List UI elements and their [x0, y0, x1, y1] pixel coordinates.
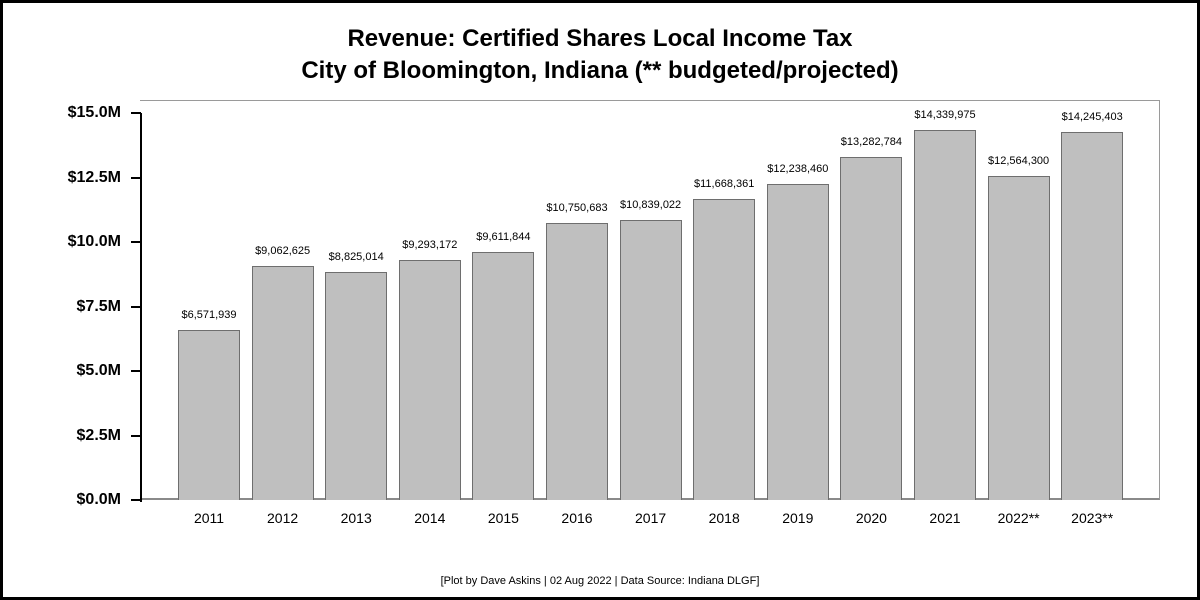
x-tick-label: 2022**: [997, 510, 1040, 526]
title-line-2: City of Bloomington, Indiana (** budgete…: [301, 57, 899, 84]
x-tick-label: 2014: [414, 510, 446, 526]
x-tick-label: 2018: [708, 510, 740, 526]
x-tick-label: 2015: [487, 510, 519, 526]
y-tick: [131, 305, 141, 308]
bar-value-label: $12,238,460: [767, 163, 829, 176]
bar-value-label: $9,293,172: [402, 239, 458, 252]
y-tick-label: $5.0M: [76, 362, 121, 379]
x-tick-label: 2017: [635, 510, 667, 526]
x-tick-label: 2013: [340, 510, 372, 526]
bar-value-label: $9,062,625: [255, 245, 311, 258]
x-tick-label: 2020: [855, 510, 887, 526]
bar-value-label: $14,339,975: [914, 109, 976, 122]
bar-2016: [546, 222, 608, 500]
bar-value-label: $11,668,361: [694, 177, 755, 190]
y-tick: [131, 176, 141, 179]
x-tick-label: 2016: [561, 510, 593, 526]
bar-value-label: $10,839,022: [620, 199, 682, 212]
bar-2023: [1061, 132, 1124, 500]
bar-2019: [766, 184, 829, 500]
y-tick: [131, 241, 141, 243]
bar-2013: [325, 272, 388, 500]
y-tick: [131, 112, 141, 114]
x-tick-label: 2011: [193, 510, 225, 526]
bar-value-label: $10,750,683: [546, 201, 608, 214]
title-line-1: Revenue: Certified Shares Local Income T…: [347, 25, 853, 52]
chart-caption: [Plot by Dave Askins | 02 Aug 2022 | Dat…: [440, 575, 760, 587]
bar-value-label: $14,245,403: [1061, 111, 1123, 124]
bar-value-label: $9,611,844: [476, 231, 531, 243]
x-tick-label: 2019: [782, 510, 814, 526]
bar-2020: [840, 157, 903, 500]
y-tick: [131, 370, 141, 372]
bar-2015: [472, 252, 535, 500]
bar-2017: [619, 220, 682, 500]
y-tick-label: $12.5M: [67, 168, 121, 186]
y-axis-line: [140, 113, 142, 502]
bar-value-label: $12,564,300: [988, 154, 1050, 167]
x-tick-label: 2021: [929, 510, 961, 526]
bar-2021: [914, 130, 976, 500]
y-tick-label: $7.5M: [76, 297, 121, 315]
chart-title: Revenue: Certified Shares Local Income T…: [3, 23, 1197, 87]
y-tick-label: $15.0M: [67, 104, 121, 121]
y-tick-label: $10.0M: [67, 233, 121, 250]
y-tick: [131, 434, 141, 437]
x-tick-label: 2012: [267, 510, 299, 526]
bar-value-label: $6,571,939: [181, 309, 237, 322]
bar-2012: [251, 266, 314, 500]
bar-value-label: $8,825,014: [328, 251, 384, 264]
bar-2011: [178, 330, 240, 500]
y-tick-label: $0.0M: [76, 491, 121, 508]
y-tick-label: $2.5M: [76, 426, 121, 444]
bar-2018: [693, 198, 756, 500]
bar-value-label: $13,282,784: [840, 136, 902, 149]
y-tick: [131, 499, 141, 501]
bar-2014: [398, 260, 461, 500]
bar-2022: [987, 175, 1050, 500]
x-tick-label: 2023**: [1071, 510, 1114, 526]
